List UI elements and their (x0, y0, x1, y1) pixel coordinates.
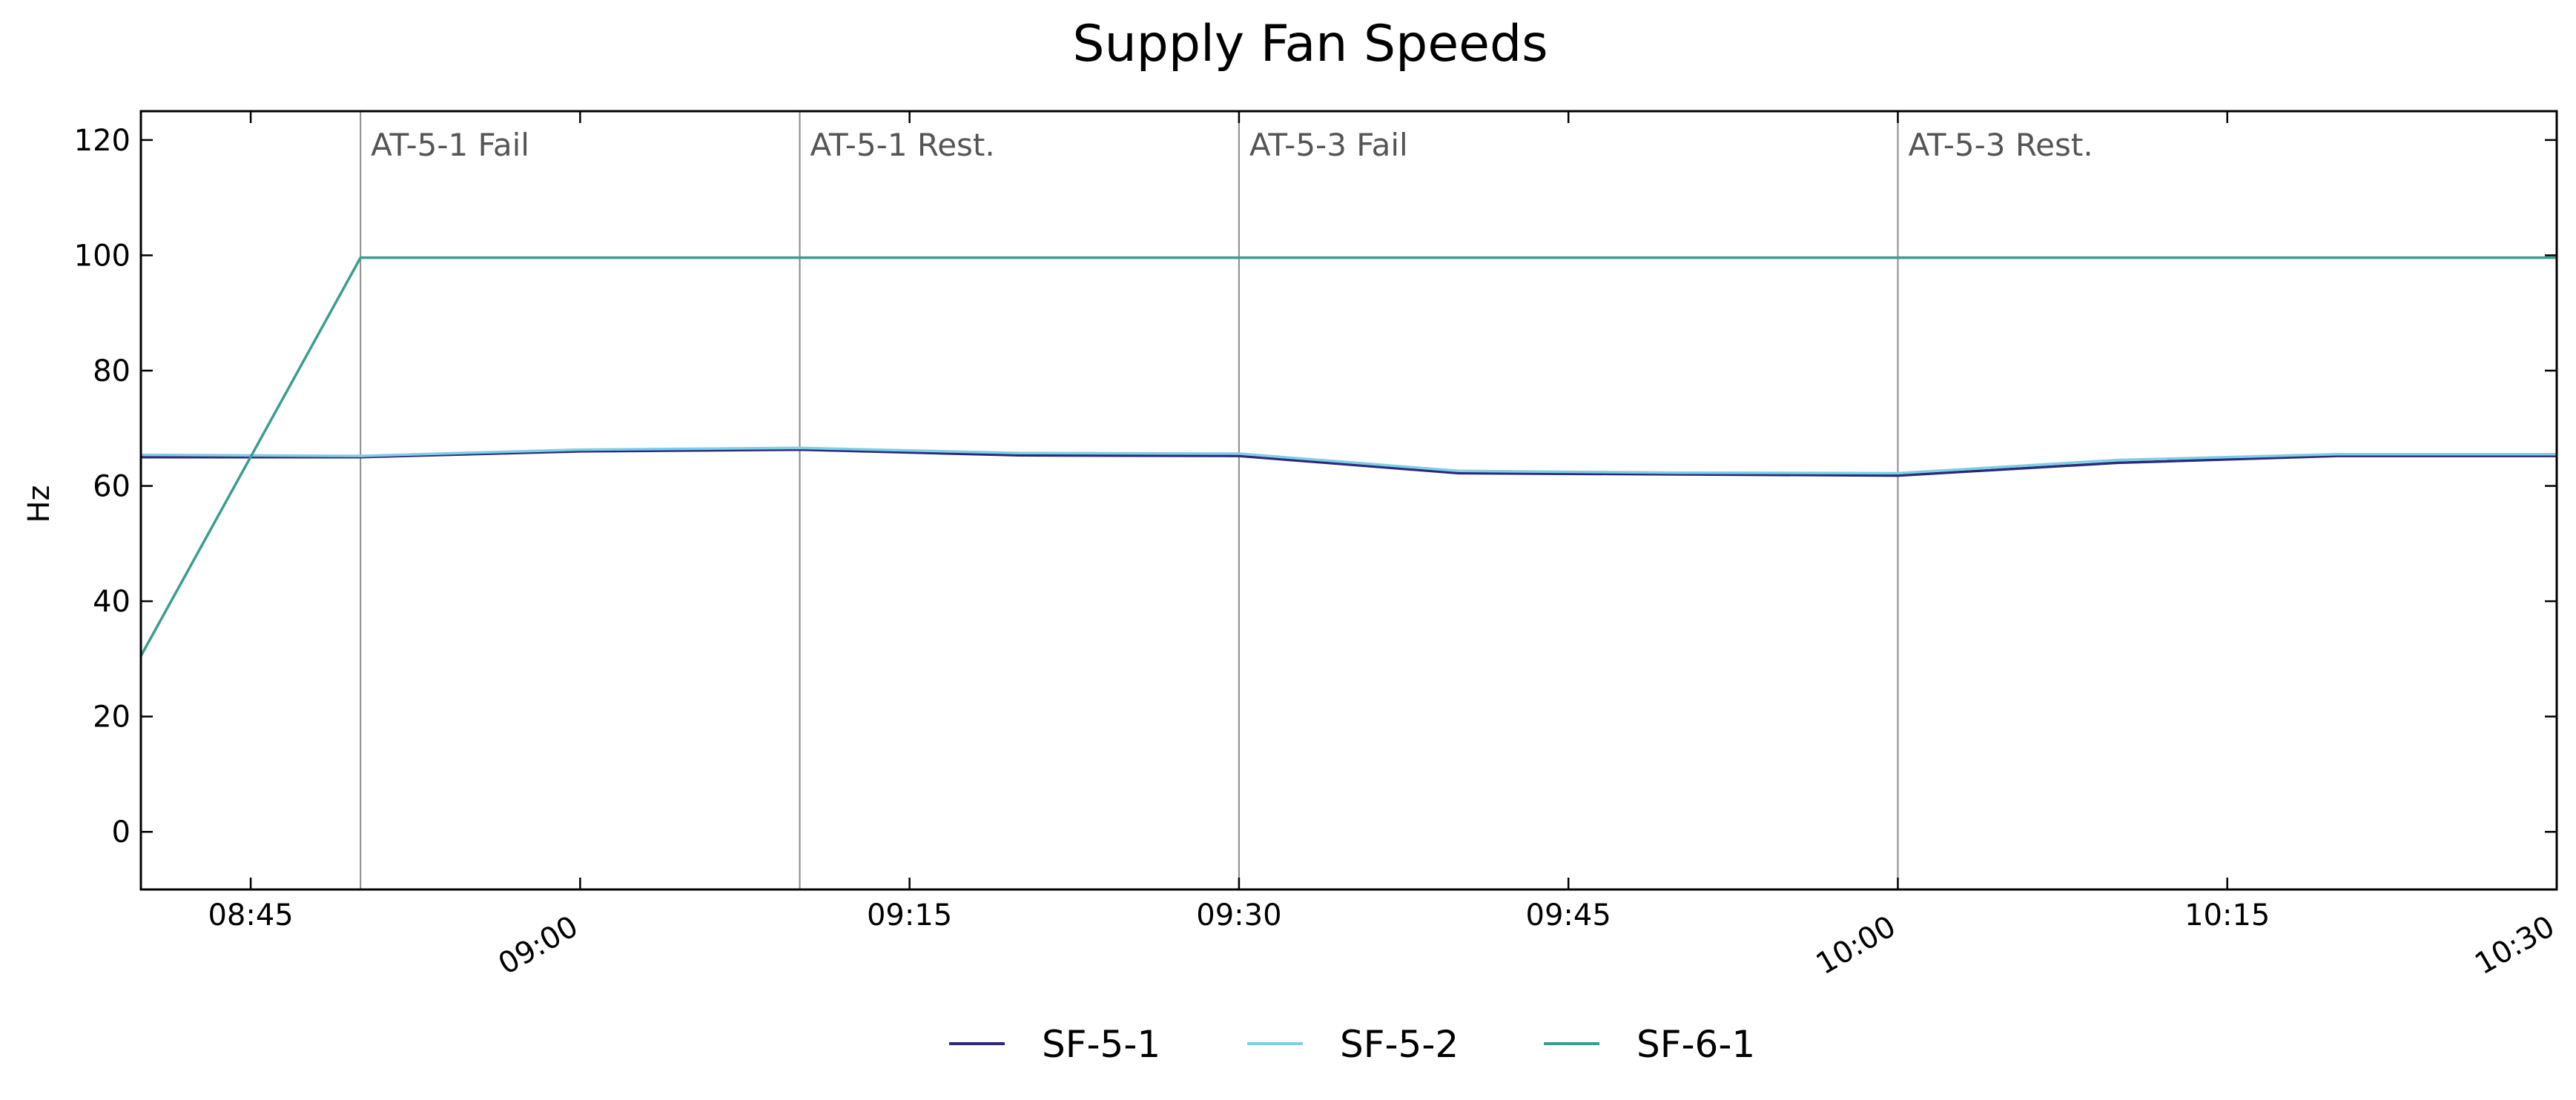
x-tick-label: 09:00 (493, 910, 584, 981)
x-tick-label: 09:45 (1526, 898, 1611, 932)
y-tick-label: 40 (93, 585, 131, 619)
event-label: AT-5-1 Rest. (810, 127, 995, 163)
plot-area-frame (139, 110, 2558, 891)
x-tick-label: 10:15 (2184, 898, 2270, 932)
x-tick-label: 09:30 (1196, 898, 1281, 932)
chart-title: Supply Fan Speeds (1072, 15, 1548, 73)
legend-label: SF-5-2 (1340, 1023, 1459, 1066)
event-markers (360, 111, 1899, 889)
event-labels: AT-5-1 Fail AT-5-1 Rest. AT-5-3 Fail AT-5-3… (371, 127, 2093, 163)
x-tick-label: 09:15 (867, 898, 952, 932)
series-line-sf-5-2 (140, 446, 2557, 475)
event-label: AT-5-3 Rest. (1908, 127, 2093, 163)
event-label: AT-5-1 Fail (371, 127, 529, 163)
x-tick-label: 08:45 (208, 898, 293, 932)
x-tick-label: 10:00 (1811, 910, 1902, 981)
x-tick-label: 10:30 (2469, 910, 2560, 981)
y-tick-label: 100 (74, 239, 131, 273)
y-tick-label: 20 (93, 700, 131, 735)
legend: SF-5-1 SF-5-2 SF-6-1 (949, 1023, 1755, 1066)
y-axis-label: Hz (22, 485, 56, 523)
series-lines (139, 256, 2557, 657)
y-tick-label: 60 (93, 470, 131, 504)
event-label: AT-5-3 Fail (1249, 127, 1408, 163)
y-tick-label: 120 (74, 124, 131, 158)
legend-label: SF-6-1 (1637, 1023, 1755, 1066)
series-line-sf-5-1 (141, 448, 2557, 477)
y-tick-label: 80 (93, 354, 131, 388)
series-line-sf-6-1 (139, 256, 2557, 657)
x-axis: 08:45 09:00 09:15 09:30 09:45 10:00 10:15 10:30 (208, 111, 2560, 981)
y-tick-label: 0 (112, 815, 131, 849)
legend-label: SF-5-1 (1042, 1023, 1160, 1066)
y-axis: 0 20 40 60 80 100 120 (74, 124, 2557, 849)
